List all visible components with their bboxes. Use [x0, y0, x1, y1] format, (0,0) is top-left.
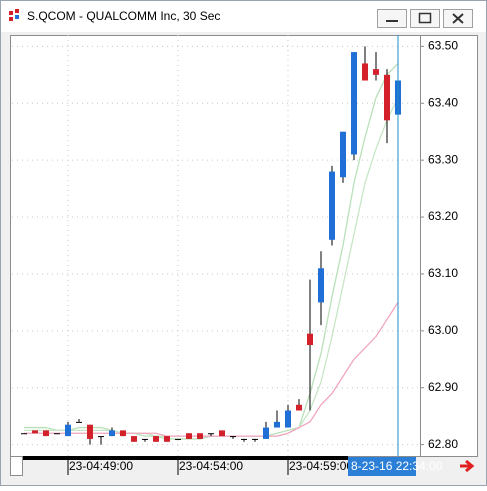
candle-body [241, 438, 247, 440]
plot: 62.80 62.90 63.00 63.10 63.20 63.30 63.40 63.50… [12, 35, 458, 476]
y-tick-label: 63.40 [428, 95, 458, 109]
time-axis-bar [23, 456, 348, 460]
candle-body [362, 63, 368, 81]
candle-body [219, 430, 225, 437]
candle-body [142, 438, 148, 440]
candle-body [43, 430, 49, 437]
y-tick-label: 63.50 [428, 39, 458, 53]
window-title: S.QCOM - QUALCOMM Inc, 30 Sec [27, 9, 220, 23]
crosshair-label: 8-23-16 22:34:00 [351, 459, 443, 473]
y-tick-label: 63.10 [428, 266, 458, 280]
candle-body [32, 430, 38, 434]
candle-body [164, 436, 170, 442]
candle-body [98, 436, 104, 438]
candle-body [296, 404, 302, 411]
y-tick-label: 63.30 [428, 152, 458, 166]
app-icon [9, 9, 19, 21]
candle-body [21, 433, 27, 435]
candle-body [186, 433, 192, 439]
candle-body [252, 438, 258, 440]
x-tick-label: 23-04:49:00 [69, 459, 133, 473]
scroll-right-arrow[interactable] [460, 459, 475, 473]
candle-body [307, 333, 313, 346]
close-button[interactable] [443, 9, 473, 28]
candle-body [54, 433, 60, 435]
candle-body [230, 436, 236, 438]
candle-body [87, 424, 93, 439]
candle-body [351, 52, 357, 155]
y-tick-label: 62.80 [428, 437, 458, 451]
candle-body [285, 410, 291, 428]
candle-body [120, 430, 126, 437]
moving-average-line [24, 302, 399, 437]
candle-body [131, 436, 137, 442]
x-tick-label: 23-04:59:00 [289, 459, 353, 473]
maximize-button[interactable] [410, 9, 440, 28]
x-tick-label: 23-04:54:00 [179, 459, 243, 473]
candle-body [76, 421, 82, 423]
crosshair-label-bg [348, 457, 416, 476]
y-tick-label: 63.00 [428, 323, 458, 337]
candle-body [274, 421, 280, 428]
minimize-button[interactable] [377, 9, 407, 28]
candle-body [208, 433, 214, 435]
candle-body [373, 69, 379, 75]
chart-area [10, 35, 478, 457]
candle-body [340, 131, 346, 178]
candle-body [197, 433, 203, 439]
candle-body [175, 438, 181, 440]
candle-body [384, 74, 390, 121]
candle-body [65, 424, 71, 437]
candle-body [109, 430, 115, 437]
candle-body [263, 427, 269, 439]
y-tick-label: 63.20 [428, 209, 458, 223]
y-tick-label: 62.90 [428, 380, 458, 394]
candle-body [329, 171, 335, 240]
candle-body [153, 436, 159, 442]
scroll-box[interactable] [10, 456, 23, 476]
candle-body [318, 268, 324, 303]
